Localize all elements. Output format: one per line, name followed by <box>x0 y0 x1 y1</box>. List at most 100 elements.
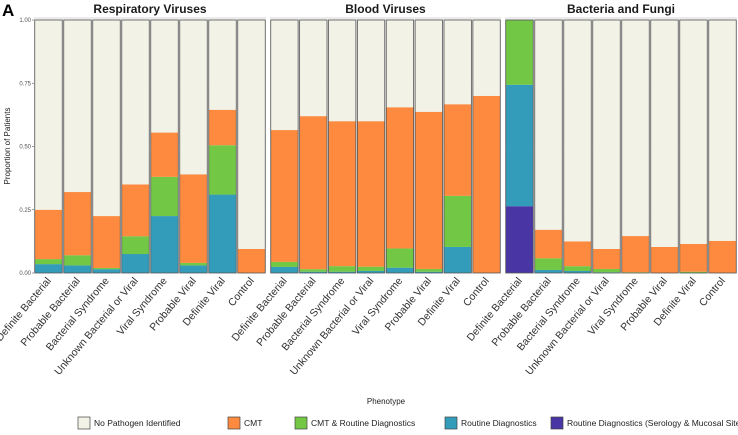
legend-swatch <box>227 416 241 430</box>
bar-bacterial-syndrome <box>328 19 357 274</box>
bar-unknown-bacterial-or-viral <box>592 19 621 274</box>
bar-segment-cmt <box>208 109 237 146</box>
bar-outline <box>385 19 415 274</box>
bar-outline <box>443 19 472 274</box>
bar-segment-cmt <box>386 107 414 249</box>
bar-segment-no-pathogen-identified <box>270 20 299 131</box>
x-axis-title: Phenotype <box>367 397 406 406</box>
bar-outline <box>63 19 92 274</box>
bar-segment-routine-diagnostics <box>357 270 385 273</box>
legend-swatch <box>77 416 91 430</box>
bar-probable-bacterial <box>63 19 92 274</box>
bar-segment-cmt-routine-diagnostics <box>679 271 708 273</box>
y-tick-label: 0.25 <box>19 208 31 214</box>
bar-segment-no-pathogen-identified <box>534 20 563 230</box>
legend-label: No Pathogen Identified <box>94 418 181 428</box>
bar-control <box>472 19 501 274</box>
bar-segment-no-pathogen-identified <box>63 20 92 193</box>
bar-segment-cmt <box>650 246 679 273</box>
bar-viral-syndrome <box>385 19 415 274</box>
bar-segment-no-pathogen-identified <box>237 20 266 249</box>
legend-swatch <box>294 416 308 430</box>
legend-item-no-pathogen-identified: No Pathogen Identified <box>77 416 181 430</box>
bar-segment-cmt <box>121 184 150 237</box>
bar-segment-cmt-routine-diagnostics <box>121 236 150 255</box>
y-tick-label: 1.00 <box>19 18 31 24</box>
bar-segment-routine-diagnostics <box>534 269 563 273</box>
x-tick-label: Control <box>697 275 728 309</box>
legend-label: Routine Diagnostics (Serology & Mucosal … <box>567 418 738 428</box>
bar-segment-no-pathogen-identified <box>299 20 327 117</box>
bar-segment-cmt-routine-diagnostics <box>299 269 327 272</box>
facet-title: Bacteria and Fungi <box>567 2 675 16</box>
bar-segment-cmt <box>534 229 563 259</box>
bar-definite-viral <box>208 19 237 274</box>
bar-segment-no-pathogen-identified <box>708 20 737 241</box>
bar-segment-no-pathogen-identified <box>357 20 385 122</box>
bar-outline <box>621 19 650 274</box>
bar-segment-cmt <box>299 116 327 270</box>
bar-segment-cmt-routine-diagnostics <box>592 268 621 273</box>
bar-segment-cmt <box>237 248 266 273</box>
bar-outline <box>534 19 563 274</box>
bar-segment-cmt-routine-diagnostics <box>386 248 414 268</box>
bar-segment-no-pathogen-identified <box>444 20 472 105</box>
bar-segment-cmt-routine-diagnostics <box>534 258 563 270</box>
bar-segment-cmt <box>415 111 443 269</box>
bar-unknown-bacterial-or-viral <box>356 19 386 274</box>
bar-segment-no-pathogen-identified <box>150 20 179 133</box>
bar-segment-routine-diagnostics <box>270 266 299 273</box>
bar-segment-no-pathogen-identified <box>179 20 208 175</box>
bar-segment-no-pathogen-identified <box>208 20 237 110</box>
bar-segment-cmt <box>679 243 708 272</box>
bar-outline <box>34 19 63 274</box>
bar-segment-no-pathogen-identified <box>415 20 443 112</box>
bar-segment-cmt-routine-diagnostics <box>150 176 179 217</box>
bar-outline <box>121 19 150 274</box>
bar-segment-no-pathogen-identified <box>472 20 501 96</box>
bar-segment-no-pathogen-identified <box>679 20 708 244</box>
bar-outline <box>150 19 179 274</box>
bar-outline <box>270 19 299 274</box>
bar-unknown-bacterial-or-viral <box>121 19 150 274</box>
bar-segment-routine-diagnostics-serology-mucosal-sites <box>505 206 534 273</box>
bar-segment-cmt-routine-diagnostics <box>208 145 237 195</box>
bar-segment-routine-diagnostics <box>179 265 208 273</box>
x-tick-label: Control <box>461 275 492 309</box>
bar-segment-routine-diagnostics <box>121 254 150 273</box>
bar-probable-bacterial <box>534 19 563 274</box>
bar-segment-no-pathogen-identified <box>328 20 356 122</box>
bar-segment-routine-diagnostics <box>150 216 179 273</box>
bar-segment-routine-diagnostics <box>415 271 443 273</box>
bar-segment-cmt <box>621 236 650 273</box>
bar-segment-cmt-routine-diagnostics <box>444 195 472 247</box>
bar-segment-cmt <box>357 121 385 267</box>
bar-definite-bacterial <box>505 19 534 274</box>
bar-segment-routine-diagnostics <box>34 264 63 273</box>
panel-letter: A <box>2 1 14 20</box>
legend-item-routine-diagnostics-serology-mucosal-sites: Routine Diagnostics (Serology & Mucosal … <box>550 416 738 430</box>
bar-segment-cmt <box>472 95 501 274</box>
legend-item-routine-diagnostics: Routine Diagnostics <box>444 416 537 430</box>
legend: No Pathogen Identified CMT CMT & Routine D… <box>77 416 738 430</box>
bar-outline <box>679 19 708 274</box>
bar-outline <box>505 19 534 274</box>
bar-viral-syndrome <box>150 19 179 274</box>
bar-segment-cmt-routine-diagnostics <box>505 20 534 85</box>
bar-segment-routine-diagnostics <box>92 269 121 273</box>
bar-segment-no-pathogen-identified <box>592 20 621 249</box>
bar-outline <box>650 19 679 274</box>
bar-segment-cmt <box>179 174 208 263</box>
bar-outline <box>708 19 737 274</box>
bar-probable-viral <box>650 19 679 274</box>
bar-segment-no-pathogen-identified <box>650 20 679 247</box>
bar-segment-cmt-routine-diagnostics <box>328 266 356 272</box>
bar-segment-cmt-routine-diagnostics <box>415 268 443 272</box>
bar-segment-no-pathogen-identified <box>621 20 650 237</box>
bar-probable-bacterial <box>299 19 328 274</box>
facet-title: Blood Viruses <box>345 2 426 16</box>
